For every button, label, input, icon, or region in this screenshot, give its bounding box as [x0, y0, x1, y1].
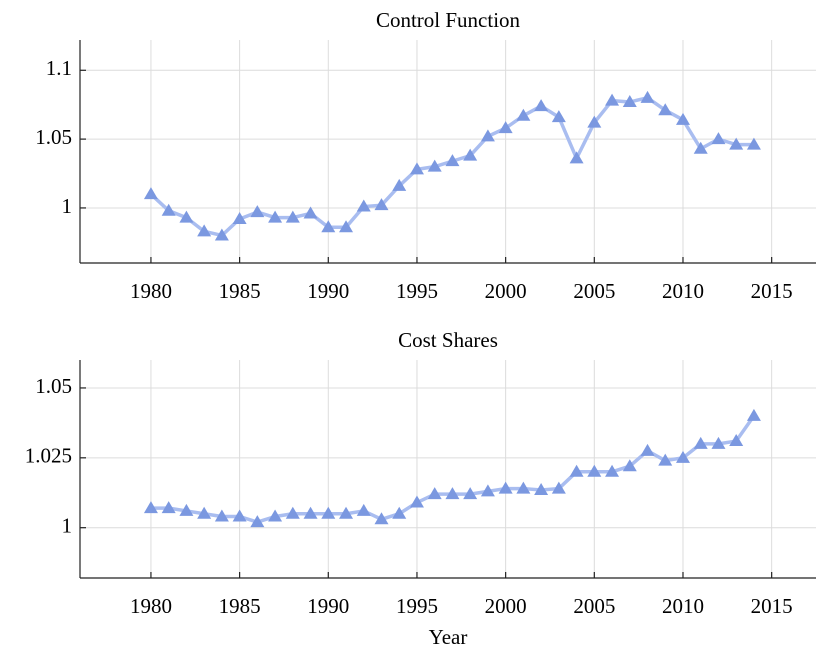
data-marker	[569, 151, 584, 164]
data-marker	[339, 506, 354, 519]
data-marker	[569, 464, 584, 477]
data-marker	[427, 159, 442, 172]
data-marker	[605, 464, 620, 477]
data-marker	[693, 141, 708, 154]
data-marker	[480, 129, 495, 142]
data-marker	[268, 509, 283, 522]
data-marker	[622, 459, 637, 472]
x-tick-label: 2005	[573, 279, 615, 303]
data-marker	[285, 210, 300, 223]
data-marker	[551, 481, 566, 494]
data-marker	[498, 481, 513, 494]
data-marker	[551, 110, 566, 123]
data-marker	[143, 501, 158, 514]
x-tick-label: 1990	[307, 594, 349, 618]
data-marker	[427, 487, 442, 500]
x-tick-label: 1985	[219, 594, 261, 618]
data-marker	[622, 94, 637, 107]
x-tick-label: 2010	[662, 279, 704, 303]
data-marker	[675, 450, 690, 463]
data-marker	[711, 132, 726, 145]
data-marker	[356, 503, 371, 516]
data-marker	[658, 103, 673, 116]
data-marker	[197, 224, 212, 237]
y-tick-label: 1.05	[35, 125, 72, 149]
data-marker	[356, 199, 371, 212]
data-marker	[285, 506, 300, 519]
data-marker	[214, 228, 229, 241]
x-tick-label: 1995	[396, 279, 438, 303]
data-marker	[197, 506, 212, 519]
x-tick-label: 2000	[485, 279, 527, 303]
x-tick-label: 2015	[751, 594, 793, 618]
data-marker	[392, 506, 407, 519]
data-marker	[480, 484, 495, 497]
data-marker	[675, 112, 690, 125]
data-marker	[409, 162, 424, 175]
x-tick-label: 1985	[219, 279, 261, 303]
data-marker	[640, 90, 655, 103]
data-marker	[179, 210, 194, 223]
data-marker	[214, 509, 229, 522]
data-marker	[445, 487, 460, 500]
data-marker	[250, 515, 265, 528]
y-tick-label: 1	[62, 194, 73, 218]
data-marker	[321, 506, 336, 519]
x-tick-label: 1990	[307, 279, 349, 303]
data-marker	[729, 137, 744, 150]
chart-title: Control Function	[376, 8, 521, 32]
data-marker	[374, 198, 389, 211]
y-tick-label: 1	[62, 514, 73, 538]
x-tick-label: 2000	[485, 594, 527, 618]
data-marker	[445, 154, 460, 167]
data-marker	[374, 512, 389, 525]
data-marker	[711, 436, 726, 449]
data-marker	[392, 178, 407, 191]
data-marker	[232, 509, 247, 522]
chart-title: Cost Shares	[398, 328, 498, 352]
y-tick-label: 1.05	[35, 374, 72, 398]
data-marker	[303, 206, 318, 219]
data-marker	[587, 464, 602, 477]
data-marker	[303, 506, 318, 519]
data-marker	[498, 121, 513, 134]
data-marker	[605, 93, 620, 106]
data-marker	[516, 108, 531, 121]
data-marker	[587, 115, 602, 128]
data-marker	[693, 436, 708, 449]
x-tick-label: 1980	[130, 594, 172, 618]
data-line	[149, 96, 754, 238]
y-tick-label: 1.025	[25, 444, 72, 468]
data-marker	[746, 408, 761, 421]
data-marker	[179, 503, 194, 516]
data-marker	[463, 148, 478, 161]
data-line	[150, 414, 756, 524]
data-marker	[321, 220, 336, 233]
x-tick-label: 1980	[130, 279, 172, 303]
x-axis-label: Year	[429, 625, 468, 649]
data-marker	[161, 501, 176, 514]
x-tick-label: 2015	[751, 279, 793, 303]
data-marker	[232, 211, 247, 224]
x-tick-label: 2005	[573, 594, 615, 618]
x-tick-label: 1995	[396, 594, 438, 618]
data-marker	[534, 482, 549, 495]
data-marker	[534, 99, 549, 112]
data-marker	[729, 434, 744, 447]
data-marker	[640, 443, 655, 456]
data-marker	[409, 495, 424, 508]
data-marker	[463, 487, 478, 500]
x-tick-label: 2010	[662, 594, 704, 618]
data-marker	[268, 210, 283, 223]
y-tick-label: 1.1	[46, 56, 72, 80]
data-marker	[143, 187, 158, 200]
data-marker	[746, 137, 761, 150]
data-marker	[161, 203, 176, 216]
data-marker	[250, 205, 265, 218]
data-marker	[339, 220, 354, 233]
data-marker	[516, 481, 531, 494]
data-marker	[658, 453, 673, 466]
